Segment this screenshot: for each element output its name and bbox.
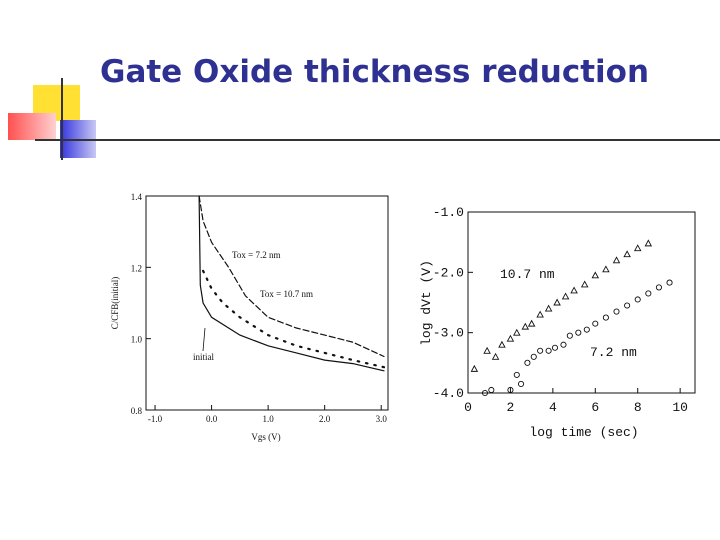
x-tick-label: 2 [507, 400, 515, 415]
point [498, 340, 506, 348]
point [561, 292, 570, 300]
point [633, 244, 642, 252]
series-line [198, 195, 385, 358]
y-tick-label: 1.0 [131, 335, 143, 345]
x-tick-label: 0.0 [206, 414, 218, 424]
series-label: Tox = 7.2 nm [232, 250, 280, 260]
point [506, 334, 515, 342]
point [612, 256, 621, 264]
slide-title: Gate Oxide thickness reduction [100, 54, 649, 90]
point [544, 304, 553, 312]
point [483, 346, 491, 354]
point [507, 386, 514, 394]
series-line [198, 195, 385, 372]
point [527, 319, 536, 327]
y-tick-label: 0.8 [131, 406, 143, 416]
x-tick-label: 10 [672, 400, 688, 415]
point [644, 239, 653, 247]
point [591, 271, 600, 279]
x-axis-label: log time (sec) [529, 425, 638, 440]
point [623, 250, 631, 258]
point [513, 371, 520, 378]
y-tick-label: -1.0 [433, 205, 464, 220]
y-tick-label: -3.0 [433, 326, 464, 341]
point [624, 302, 631, 309]
point [481, 389, 489, 397]
x-tick-label: 4 [549, 400, 557, 415]
point [566, 332, 573, 339]
point [537, 347, 544, 354]
point [530, 353, 537, 360]
x-tick-label: 3.0 [376, 414, 388, 424]
point [488, 386, 495, 394]
point [517, 380, 525, 388]
y-tick-label: -4.0 [433, 386, 464, 401]
point [634, 296, 641, 303]
series-label: 10.7 nm [500, 267, 555, 282]
y-axis-label: log dVt (V) [419, 260, 434, 346]
y-tick-label: -2.0 [433, 265, 464, 280]
y-tick-label: 1.4 [131, 192, 143, 202]
x-tick-label: 8 [634, 400, 642, 415]
point [551, 344, 559, 351]
point [613, 308, 620, 315]
plot-frame [467, 211, 696, 394]
y-tick-label: 1.2 [131, 263, 142, 273]
point [583, 326, 590, 333]
point [666, 279, 673, 286]
point [575, 329, 582, 336]
point [536, 310, 544, 318]
point [602, 265, 610, 273]
point [470, 364, 479, 372]
series-label: 7.2 nm [590, 345, 637, 360]
point [545, 347, 552, 354]
point [655, 284, 662, 291]
point [524, 359, 531, 366]
point [553, 298, 561, 306]
point [521, 322, 530, 330]
series-label: Tox = 10.7 nm [260, 289, 313, 299]
series-line [202, 269, 386, 369]
deco-red [8, 113, 56, 140]
x-tick-label: 6 [591, 400, 599, 415]
point [570, 286, 578, 294]
y-axis-label: C/CFB(initial) [110, 277, 120, 330]
label-leader [202, 327, 206, 352]
point [592, 320, 599, 327]
x-axis-label: Vgs (V) [251, 432, 280, 442]
plot-frame [145, 195, 389, 411]
point [513, 328, 521, 336]
x-tick-label: 0 [464, 400, 472, 415]
point [560, 341, 567, 348]
x-tick-label: 2.0 [319, 414, 331, 424]
x-tick-label: -1.0 [148, 414, 163, 424]
point [580, 280, 589, 288]
point [491, 352, 500, 360]
point [602, 314, 609, 321]
x-tick-label: 1.0 [263, 414, 275, 424]
series-label: initial [193, 352, 214, 362]
point [645, 290, 652, 297]
